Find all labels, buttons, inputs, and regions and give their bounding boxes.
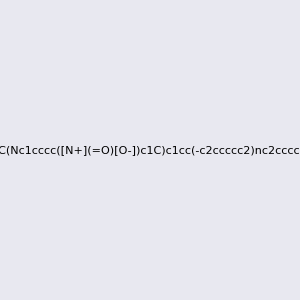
Text: O=C(Nc1cccc([N+](=O)[O-])c1C)c1cc(-c2ccccc2)nc2ccccc12: O=C(Nc1cccc([N+](=O)[O-])c1C)c1cc(-c2ccc… bbox=[0, 145, 300, 155]
